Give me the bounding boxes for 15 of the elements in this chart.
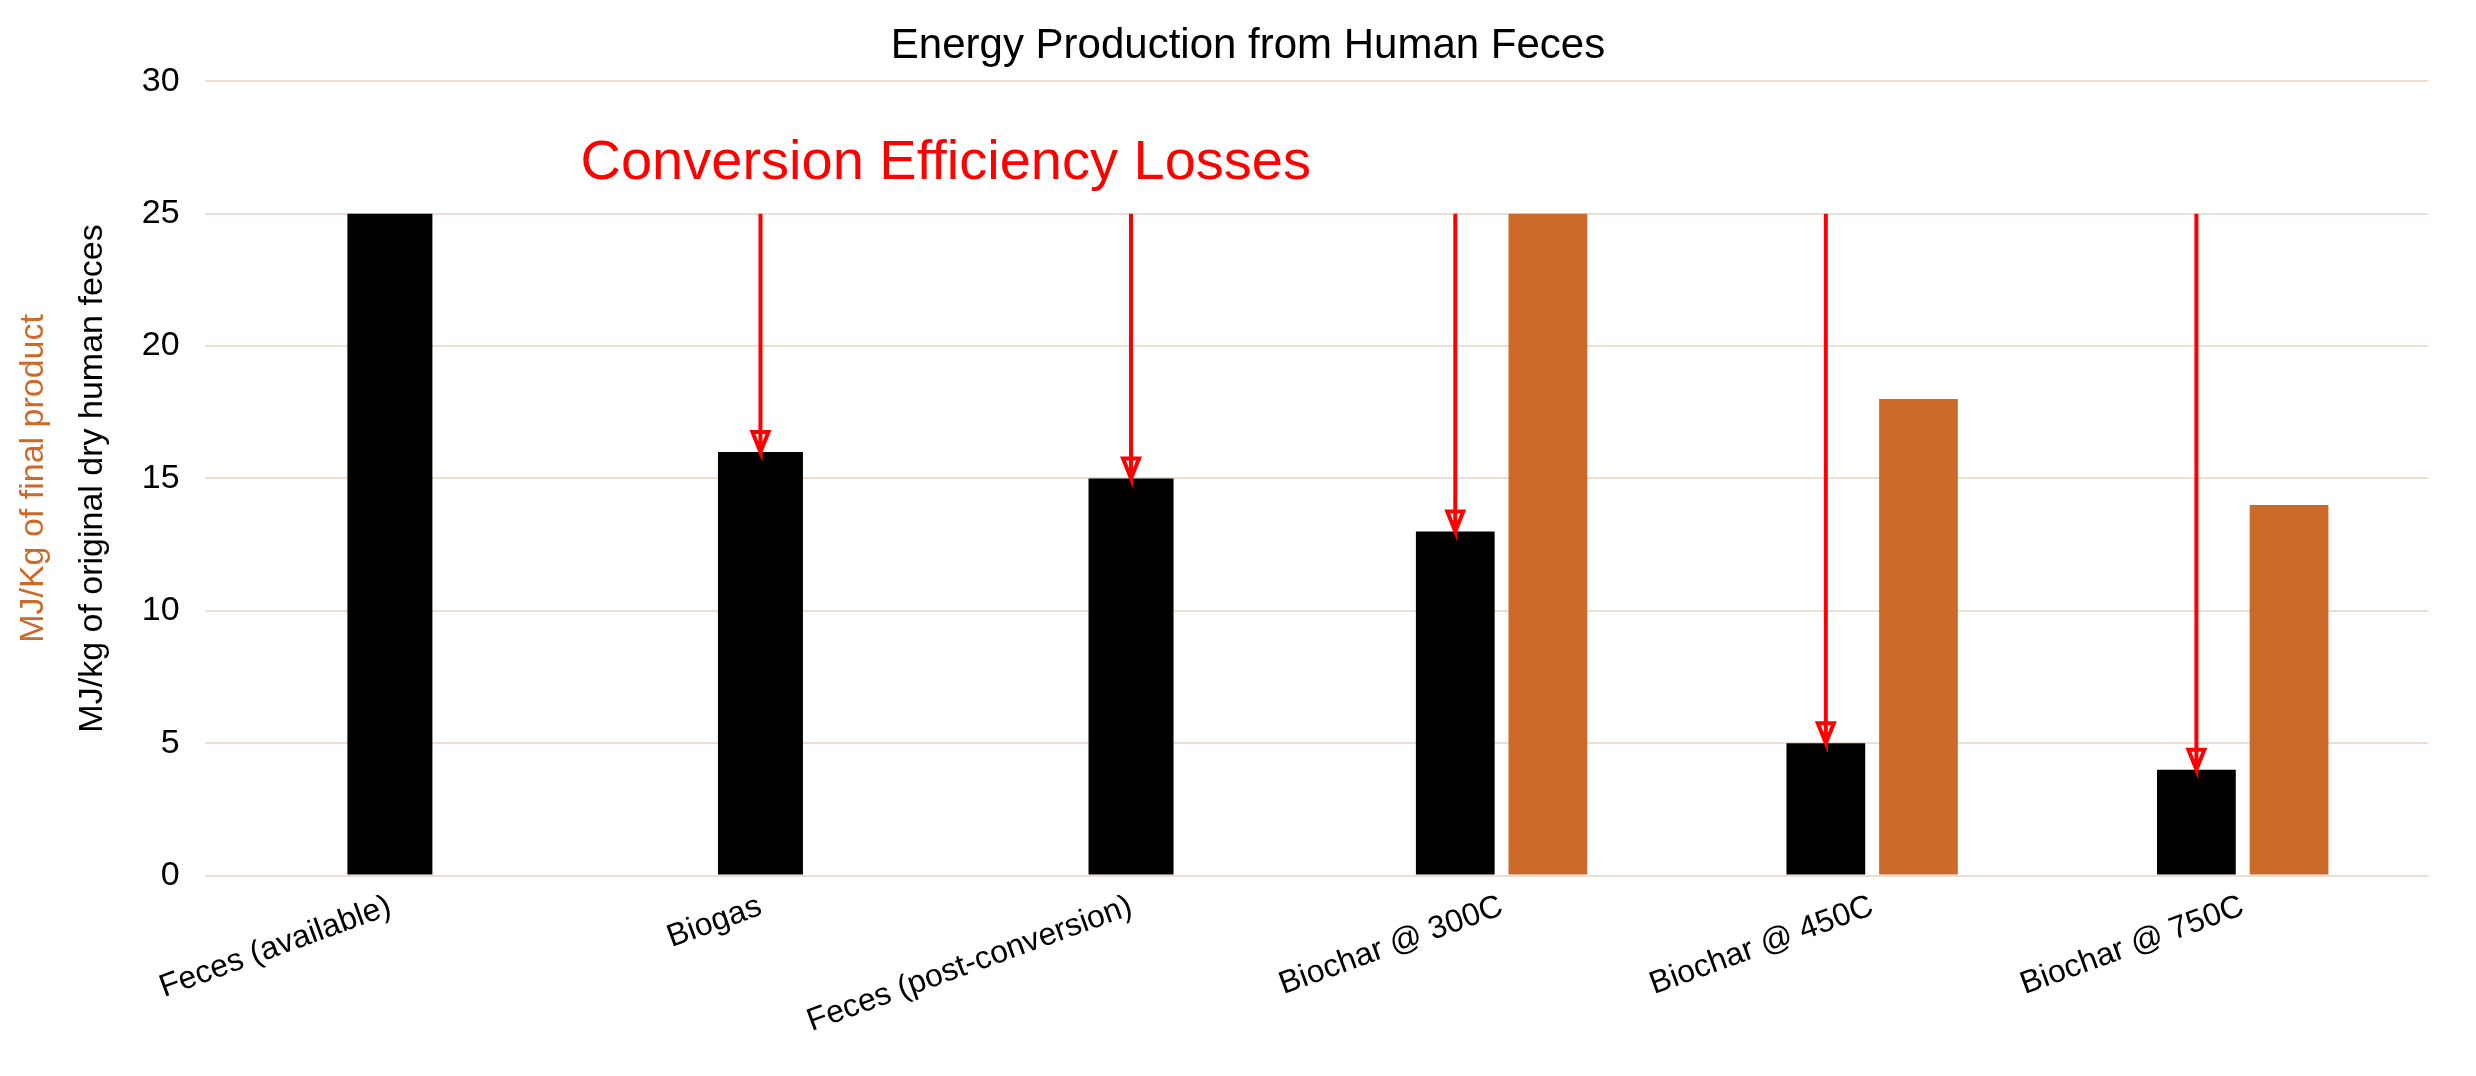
y-tick-label: 30	[141, 59, 180, 98]
y-tick-label: 25	[141, 192, 180, 231]
chart-title: Energy Production from Human Feces	[890, 19, 1606, 67]
y-axis-title: MJ/kg of original dry human feces	[70, 224, 109, 733]
y2-axis-title: MJ/Kg of final product	[12, 313, 51, 643]
x-tick-label: Biogas	[661, 886, 766, 954]
y-tick-label: 15	[141, 456, 180, 495]
x-tick-label: Biochar @ 300C	[1273, 886, 1507, 1001]
y-tick-label: 0	[160, 853, 180, 892]
y-tick-label: 20	[141, 324, 180, 363]
y-tick-label: 10	[141, 589, 180, 628]
y-tick-label: 5	[160, 721, 180, 760]
x-tick-label: Biochar @ 750C	[2014, 886, 2249, 1001]
annotation: Conversion Efficiency Losses	[580, 127, 1311, 191]
x-tick-label: Biochar @ 450C	[1644, 886, 1878, 1001]
